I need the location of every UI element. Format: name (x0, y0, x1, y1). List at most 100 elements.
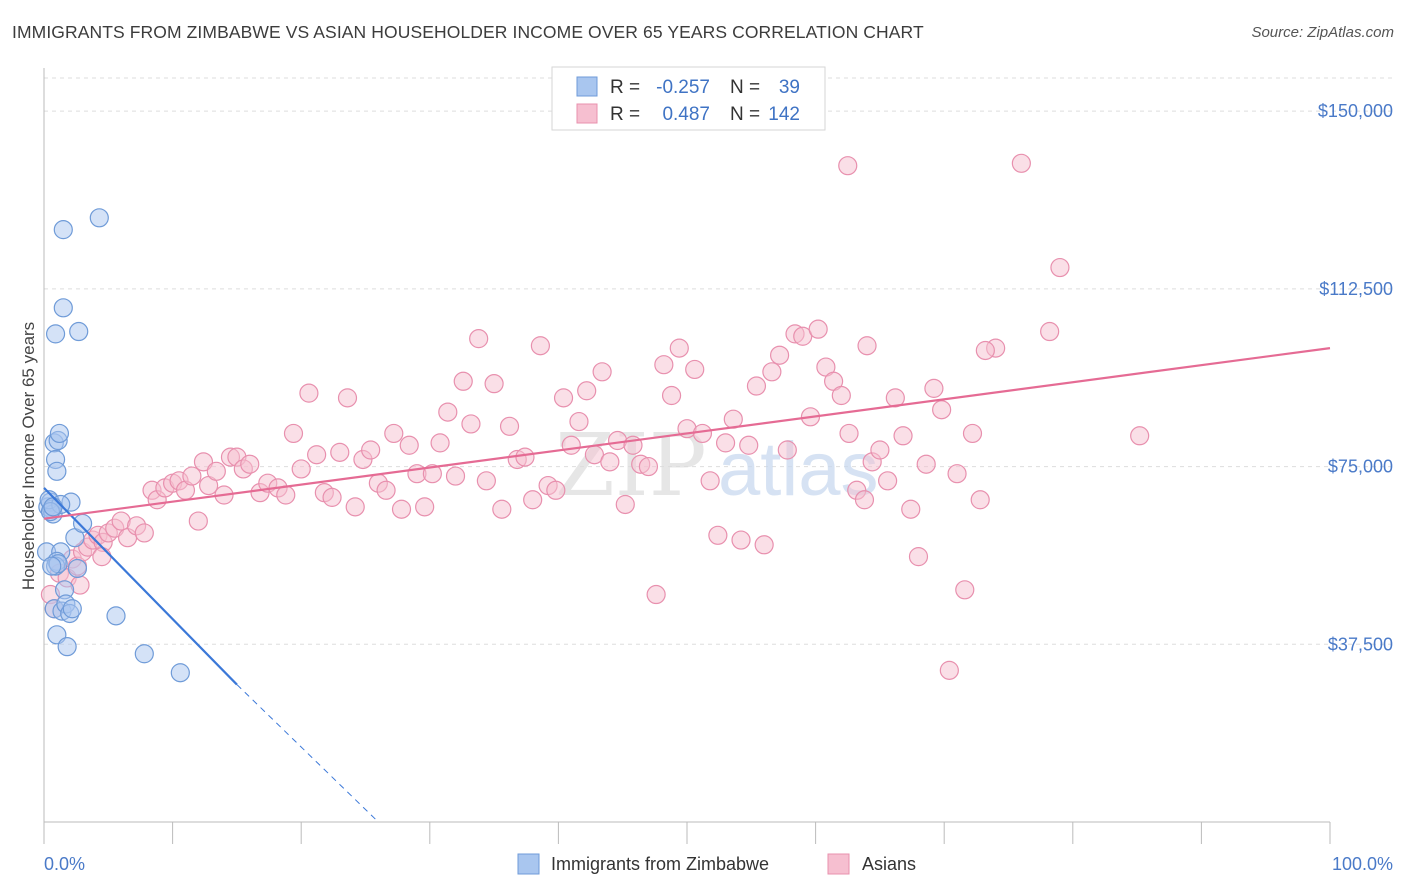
asians-point-51 (391, 499, 412, 519)
asians-point-128 (1011, 153, 1031, 173)
asians-point-98 (754, 535, 774, 555)
asians-point-62 (476, 471, 496, 491)
asians-point-109 (839, 423, 859, 444)
asians-point-44 (337, 388, 358, 408)
y-axis-title: Householder Income Over 65 years (19, 322, 38, 590)
bottom-legend-swatch-blue (517, 853, 540, 875)
asians-point-120 (924, 378, 944, 398)
asians-point-96 (739, 435, 759, 455)
bottom-legend-label-pink: Asians (862, 854, 916, 874)
legend-n-label-1: N = (730, 77, 760, 98)
asians-point-50 (384, 423, 404, 444)
asians-point-91 (700, 471, 720, 491)
axes (43, 68, 1331, 844)
asians-point-123 (947, 464, 967, 484)
chart-title: IMMIGRANTS FROM ZIMBABWE VS ASIAN HOUSEH… (12, 22, 924, 42)
asians-point-83 (638, 456, 659, 477)
asians-point-55 (422, 464, 442, 484)
bottom-legend-label-blue: Immigrants from Zimbabwe (551, 854, 769, 874)
asians-point-121 (932, 400, 952, 420)
asians-point-85 (654, 355, 674, 375)
asians-point-36 (276, 485, 296, 505)
bottom-legend: Immigrants from Zimbabwe Asians (517, 853, 916, 875)
asians-point-72 (553, 388, 574, 408)
asians-point-63 (484, 374, 504, 394)
asians-point-75 (577, 381, 597, 401)
trend-lines (43, 347, 1331, 823)
asians-point-122 (939, 660, 959, 680)
legend-r-label-2: R = (610, 104, 640, 125)
asians-point-49 (376, 480, 396, 500)
asians-point-45 (345, 497, 365, 517)
legend-n-value-2: 142 (768, 104, 800, 125)
asians-point-132 (975, 340, 995, 361)
asians-point-86 (661, 385, 682, 406)
asians-point-125 (962, 423, 983, 444)
asians-point-73 (561, 435, 581, 455)
asians-point-90 (692, 423, 713, 444)
asians-point-89 (685, 359, 705, 380)
asians-point-61 (469, 329, 489, 349)
asians-point-27 (206, 461, 226, 481)
asians-point-77 (592, 362, 612, 382)
y-tick-label-3: $150,000 (1318, 101, 1393, 121)
asians-point-129 (1040, 321, 1060, 342)
zimbabwe-point-30 (53, 298, 73, 318)
zimbabwe-point-20 (57, 637, 77, 657)
asians-point-93 (715, 433, 736, 453)
asians-point-131 (1130, 426, 1150, 446)
asians-point-68 (523, 490, 543, 510)
asians-point-108 (831, 385, 851, 406)
asians-point-134 (857, 336, 877, 356)
asians-point-117 (901, 499, 921, 519)
asians-point-69 (530, 336, 550, 356)
y-tick-labels: $37,500 $75,000 $112,500 $150,000 (1318, 101, 1393, 654)
asians-point-57 (438, 402, 458, 422)
asians-point-58 (445, 466, 466, 486)
asians-point-64 (492, 499, 512, 519)
legend-r-label-1: R = (610, 77, 640, 98)
asians-point-133 (838, 156, 858, 176)
asians-point-24 (188, 511, 208, 531)
asians-point-124 (955, 580, 975, 600)
legend-n-label-2: N = (730, 104, 760, 125)
legend-r-value-1: -0.257 (656, 77, 710, 98)
chart-source: Source: ZipAtlas.com (1251, 24, 1394, 41)
asians-point-59 (453, 371, 473, 391)
zimbabwe-point-26 (134, 644, 154, 664)
bottom-legend-swatch-pink (827, 853, 850, 875)
asians-point-111 (854, 490, 875, 510)
zimbabwe-point-28 (53, 220, 73, 240)
asians-point-32 (240, 454, 260, 474)
asians-trend-line (43, 347, 1331, 520)
asians-point-42 (322, 487, 342, 507)
asians-point-135 (92, 547, 112, 567)
asians-point-23 (182, 466, 202, 486)
zimbabwe-point-29 (89, 208, 109, 228)
asians-point-16 (134, 523, 154, 543)
asians-point-126 (970, 490, 990, 510)
asians-point-80 (615, 494, 635, 515)
asians-point-87 (669, 338, 689, 358)
asians-point-40 (307, 445, 327, 465)
asians-point-47 (361, 440, 381, 460)
zimbabwe-point-35 (43, 497, 63, 517)
zimbabwe-point-38 (62, 599, 82, 619)
asians-point-43 (330, 442, 350, 462)
x-tick-labels: 0.0% 100.0% (44, 854, 1393, 874)
asians-point-116 (893, 426, 913, 446)
zimbabwe-point-32 (69, 321, 89, 342)
legend-swatch-blue (576, 76, 598, 97)
asians-point-25 (193, 452, 214, 472)
asians-point-92 (708, 525, 728, 545)
asians-point-97 (746, 376, 767, 396)
asians-point-99 (762, 362, 782, 382)
zimbabwe-trend-extension (236, 684, 379, 823)
grid-lines (44, 77, 1396, 645)
zimbabwe-trend-line (43, 487, 238, 686)
asians-point-119 (916, 454, 936, 474)
zimbabwe-point-24 (72, 513, 93, 534)
zimbabwe-point-25 (106, 606, 126, 626)
zimbabwe-point-37 (42, 556, 62, 576)
